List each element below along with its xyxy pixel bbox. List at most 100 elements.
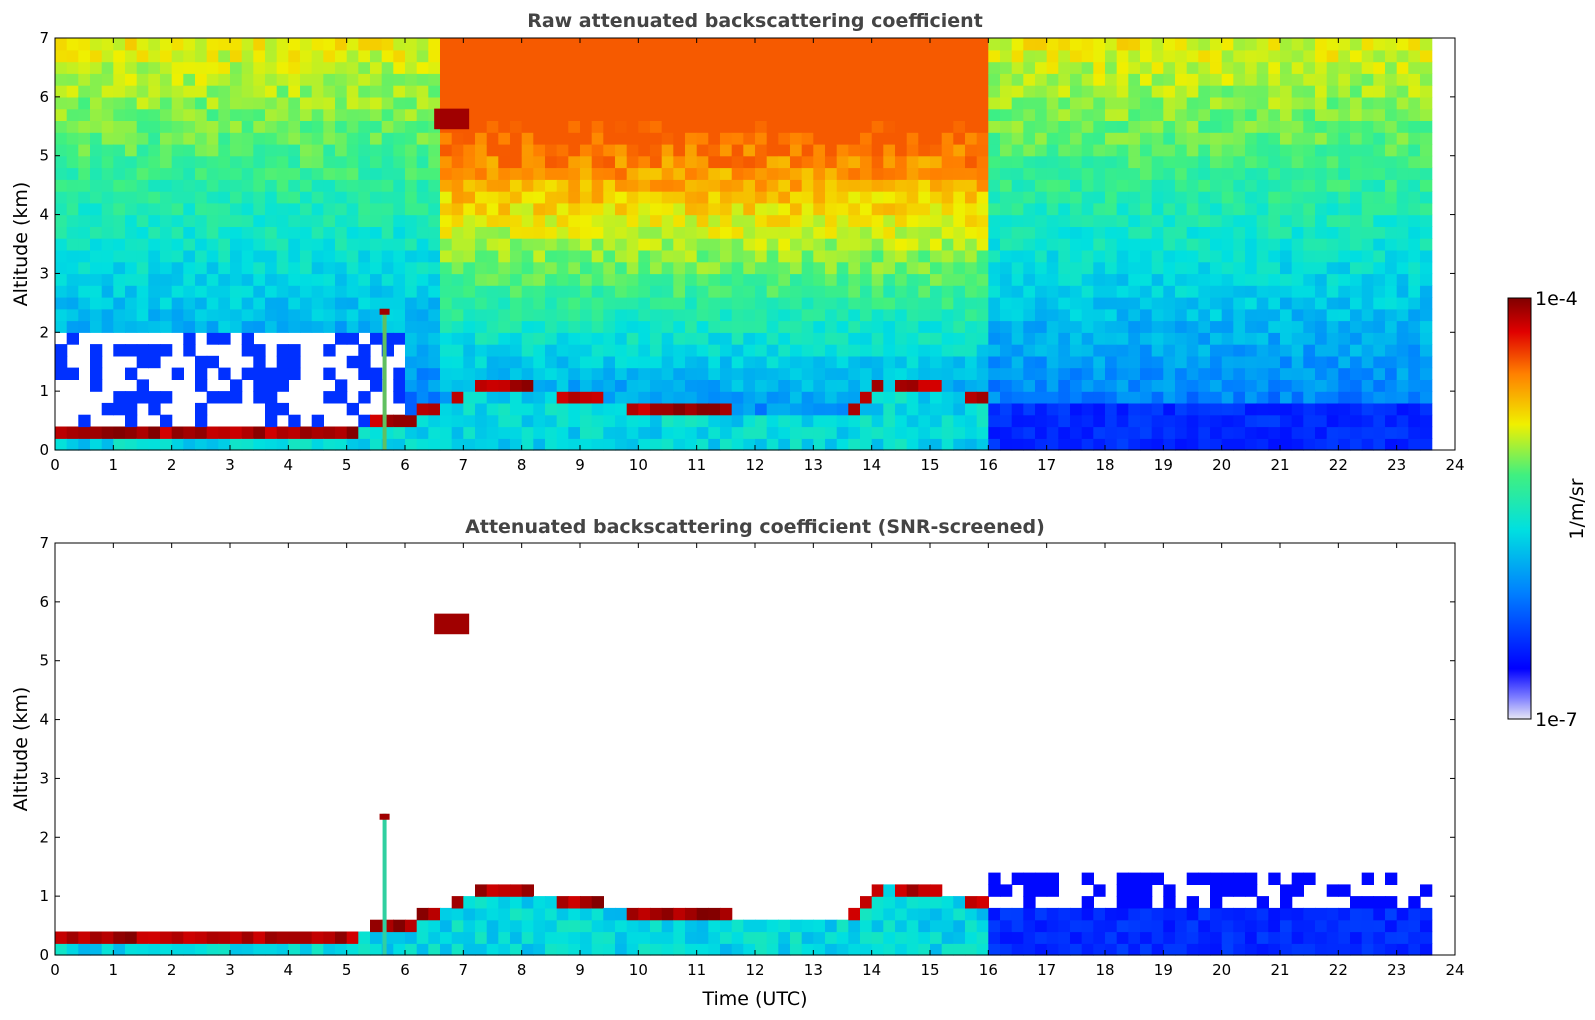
heatmap-cell — [1070, 96, 1083, 110]
heatmap-cell — [603, 297, 616, 310]
heatmap-cell — [486, 907, 499, 921]
heatmap-cell — [1000, 38, 1013, 51]
heatmap-cell — [533, 402, 546, 416]
heatmap-cell — [1058, 320, 1071, 333]
heatmap-cell — [790, 249, 803, 263]
heatmap-cell — [288, 943, 301, 956]
heatmap-cell — [1408, 226, 1421, 239]
heatmap-cell — [1268, 438, 1281, 451]
heatmap-cell — [673, 179, 686, 192]
heatmap-cell — [883, 249, 896, 263]
heatmap-cell — [626, 202, 639, 216]
heatmap-cell — [545, 108, 558, 121]
heatmap-cell — [533, 297, 546, 310]
heatmap-cell — [416, 402, 429, 416]
heatmap-cell — [801, 49, 814, 63]
heatmap-cell — [335, 120, 348, 133]
heatmap-cell — [988, 155, 1001, 169]
heatmap-cell — [673, 38, 686, 51]
heatmap-cell — [1373, 438, 1386, 451]
heatmap-cell — [965, 919, 978, 933]
heatmap-cell — [661, 402, 674, 416]
heatmap-cell — [1081, 155, 1094, 169]
heatmap-cell — [253, 202, 266, 216]
heatmap-cell — [1303, 108, 1316, 121]
heatmap-cell — [650, 73, 663, 86]
heatmap-cell — [276, 167, 289, 180]
heatmap-cell — [836, 167, 849, 180]
heatmap-cell — [895, 96, 908, 110]
heatmap-cell — [708, 438, 721, 451]
heatmap-cell — [930, 238, 943, 251]
heatmap-cell — [1408, 73, 1421, 86]
heatmap-cell — [230, 38, 243, 51]
heatmap-cell — [206, 167, 219, 180]
heatmap-cell — [1105, 143, 1118, 157]
heatmap-cell — [708, 367, 721, 380]
colorbar-min-label: 1e-7 — [1535, 709, 1578, 731]
heatmap-cell — [661, 96, 674, 110]
heatmap-cell — [218, 261, 231, 275]
heatmap-cell — [941, 108, 954, 121]
heatmap-cell — [930, 273, 943, 286]
heatmap-cell — [1373, 297, 1386, 310]
heatmap-cell — [1093, 191, 1106, 204]
heatmap-cell — [160, 285, 173, 298]
heatmap-cell — [265, 120, 278, 133]
heatmap-cell — [136, 108, 149, 121]
heatmap-cell — [813, 85, 826, 98]
heatmap-cell — [626, 355, 639, 369]
heatmap-cell — [708, 96, 721, 110]
heatmap-cell — [696, 308, 709, 322]
heatmap-cell — [183, 238, 196, 251]
heatmap-cell — [510, 402, 523, 416]
heatmap-cell — [288, 320, 301, 333]
heatmap-cell — [743, 379, 756, 392]
heatmap-cell — [1338, 438, 1351, 451]
heatmap-cell — [183, 108, 196, 121]
heatmap-cell — [965, 155, 978, 169]
x-tick-label: 7 — [459, 961, 469, 979]
heatmap-cell — [941, 202, 954, 216]
heatmap-cell — [1256, 355, 1269, 369]
heatmap-cell — [568, 120, 581, 133]
heatmap-cell — [1291, 238, 1304, 251]
heatmap-cell — [708, 85, 721, 98]
heatmap-cell — [673, 907, 686, 921]
heatmap-cell — [1128, 191, 1141, 204]
heatmap-cell — [988, 120, 1001, 133]
heatmap-cell — [988, 426, 1001, 439]
heatmap-cell — [1000, 132, 1013, 145]
heatmap-cell — [883, 38, 896, 51]
heatmap-cell — [1326, 907, 1339, 921]
heatmap-cell — [183, 73, 196, 86]
heatmap-cell — [941, 414, 954, 428]
heatmap-cell — [965, 273, 978, 286]
heatmap-cell — [638, 108, 651, 121]
heatmap-cell — [1081, 438, 1094, 451]
heatmap-cell — [1058, 85, 1071, 98]
heatmap-cell — [183, 191, 196, 204]
heatmap-cell — [463, 261, 476, 275]
heatmap-cell — [1291, 261, 1304, 275]
heatmap-cell — [696, 414, 709, 428]
heatmap-cell — [300, 320, 313, 333]
heatmap-cell — [1116, 907, 1129, 921]
heatmap-cell — [125, 308, 138, 322]
heatmap-cell — [1221, 943, 1234, 956]
heatmap-cell — [591, 49, 604, 63]
heatmap-cell — [1093, 85, 1106, 98]
heatmap-cell — [1093, 120, 1106, 133]
heatmap-cell — [1233, 884, 1246, 897]
heatmap-cell — [1023, 367, 1036, 380]
heatmap-cell — [906, 143, 919, 157]
heatmap-cell — [813, 108, 826, 121]
heatmap-cell — [521, 344, 534, 357]
heatmap-cell — [1046, 143, 1059, 157]
heatmap-cell — [393, 238, 406, 251]
heatmap-cell — [381, 273, 394, 286]
heatmap-cell — [1420, 96, 1433, 110]
heatmap-cell — [1373, 907, 1386, 921]
heatmap-cell — [941, 896, 954, 909]
heatmap-cell — [206, 438, 219, 451]
